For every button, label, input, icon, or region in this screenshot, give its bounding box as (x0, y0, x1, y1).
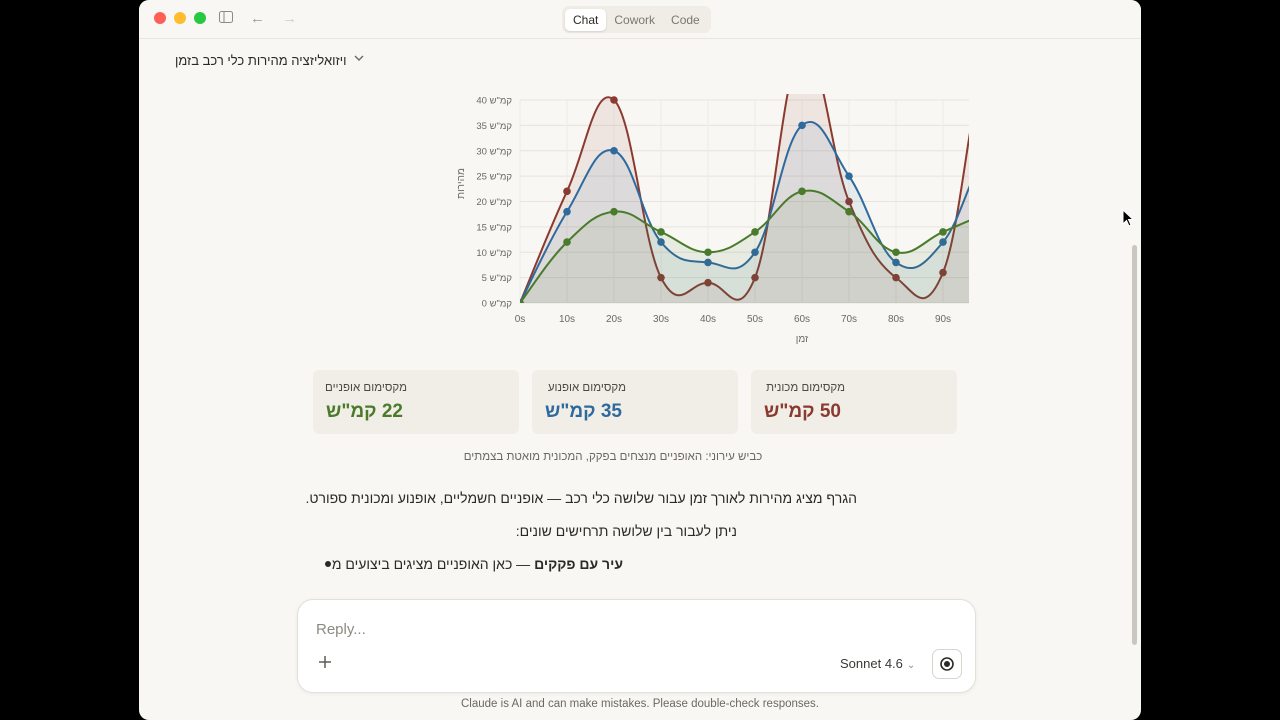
x-tick-label: 90s (935, 314, 951, 325)
stat-value: 22 קמ"ש (326, 401, 403, 422)
y-tick-label: 15 קמ"ש (476, 222, 512, 233)
sidebar-toggle-icon[interactable] (219, 9, 233, 29)
data-point (845, 197, 853, 206)
data-point (798, 121, 806, 130)
y-tick-label: 35 קמ"ש (476, 121, 512, 132)
y-axis-label: מהירות (456, 168, 467, 199)
reply-input[interactable] (316, 621, 816, 638)
stat-value: 50 קמ"ש (764, 401, 841, 422)
plot-area (520, 94, 969, 303)
y-tick-label: 25 קמ"ש (476, 172, 512, 183)
y-tick-label: 0 קמ"ש (482, 299, 513, 310)
model-selector[interactable]: Sonnet 4.6 ⌄ (840, 656, 915, 671)
chart-caption: כביש עירוני: האופניים מנצחים בפקק, המכונ… (463, 451, 763, 463)
data-point (657, 273, 665, 282)
model-name: Sonnet 4.6 (840, 656, 903, 671)
data-point (892, 248, 900, 257)
data-point (704, 278, 712, 287)
zoom-window-button[interactable] (194, 12, 206, 24)
series-area (520, 122, 969, 303)
data-point (657, 228, 665, 236)
data-point (657, 238, 665, 246)
forward-arrow-icon[interactable]: → (282, 10, 297, 27)
disclaimer: Claude is AI and can make mistakes. Plea… (461, 698, 819, 710)
stat-label: מקסימום אופנוע (547, 382, 626, 394)
x-tick-label: 70s (841, 314, 857, 325)
title-bar: ← → Chat Cowork Code (139, 0, 1141, 39)
y-tick-label: 30 קמ"ש (476, 146, 512, 157)
data-point (704, 248, 712, 257)
conversation-title[interactable]: ויזואליזציה מהירות כלי רכב בזמן (175, 53, 347, 68)
y-tick-label: 20 קמ"ש (476, 197, 512, 208)
list-item-bold: עיר עם פקקים (534, 556, 623, 572)
voice-icon (940, 657, 954, 671)
x-tick-label: 50s (747, 314, 763, 325)
series-area (520, 94, 969, 303)
x-axis-label: זמן (796, 334, 809, 345)
x-tick-label: 80s (888, 314, 904, 325)
data-point (563, 187, 571, 196)
data-point (892, 258, 900, 267)
close-window-button[interactable] (154, 12, 166, 24)
chevron-down-icon[interactable] (353, 52, 365, 67)
y-tick-label: 10 קמ"ש (476, 248, 512, 259)
stat-value: 35 קמ"ש (545, 401, 622, 422)
paragraph: ניתן לעבור בין שלושה תרחישים שונים: (515, 523, 737, 539)
list-item: עיר עם פקקים — כאן האופניים מציגים ביצוע… (332, 556, 623, 572)
stat-card-bicycle: מקסימום אופניים 22 קמ"ש (313, 370, 519, 434)
data-point (845, 172, 853, 180)
data-point (751, 273, 759, 282)
scrollbar[interactable] (1132, 245, 1137, 645)
x-tick-label: 10s (559, 314, 575, 325)
data-point (563, 238, 571, 246)
speed-chart: 0 קמ"ש 5 קמ"ש 10 קמ"ש 15 קמ"ש 20 קמ"ש 25 קמ"ש… (456, 94, 969, 345)
data-point (939, 268, 947, 277)
data-point (751, 228, 759, 236)
data-point (939, 228, 947, 236)
tab-chat[interactable]: Chat (565, 8, 607, 31)
data-point (798, 187, 806, 196)
stat-card-motorcycle: מקסימום אופנוע 35 קמ"ש (532, 370, 738, 434)
add-attachment-button[interactable] (318, 653, 332, 673)
paragraph: הגרף מציג מהירות לאורך זמן עבור שלושה כל… (305, 490, 857, 506)
data-point (563, 207, 571, 216)
data-point (939, 238, 947, 246)
data-point (845, 207, 853, 216)
data-point (751, 248, 759, 257)
stat-label: מקסימום מכונית (766, 382, 845, 394)
bullet-marker (325, 561, 331, 567)
data-point (704, 258, 712, 267)
x-tick-label: 20s (606, 314, 622, 325)
composer: Sonnet 4.6⌄ (297, 599, 976, 693)
x-tick-label: 40s (700, 314, 716, 325)
data-point (520, 299, 524, 303)
x-tick-label: 30s (653, 314, 669, 325)
tab-code[interactable]: Code (671, 12, 700, 27)
chevron-down-icon: ⌄ (906, 660, 916, 671)
x-tick-label: 0s (515, 314, 526, 325)
data-point (892, 273, 900, 282)
mode-tabs: Chat Cowork Code (562, 6, 711, 33)
mouse-cursor-icon (1122, 209, 1134, 227)
data-point (610, 96, 618, 104)
stat-label: מקסימום אופניים (325, 382, 407, 394)
list-item-text: — כאן האופניים מציגים ביצועים מ (331, 556, 535, 572)
x-tick-label: 60s (794, 314, 810, 325)
tab-cowork[interactable]: Cowork (614, 12, 656, 27)
back-arrow-icon[interactable]: ← (250, 10, 265, 27)
minimize-window-button[interactable] (174, 12, 186, 24)
y-tick-label: 40 קמ"ש (476, 96, 512, 107)
voice-mode-button[interactable] (932, 649, 962, 679)
data-point (610, 207, 618, 216)
app-window: ← → Chat Cowork Code ויזואליזציה מהירות … (139, 0, 1141, 720)
data-point (610, 146, 618, 155)
y-tick-label: 5 קמ"ש (482, 273, 513, 284)
stat-card-car: מקסימום מכונית 50 קמ"ש (751, 370, 957, 434)
